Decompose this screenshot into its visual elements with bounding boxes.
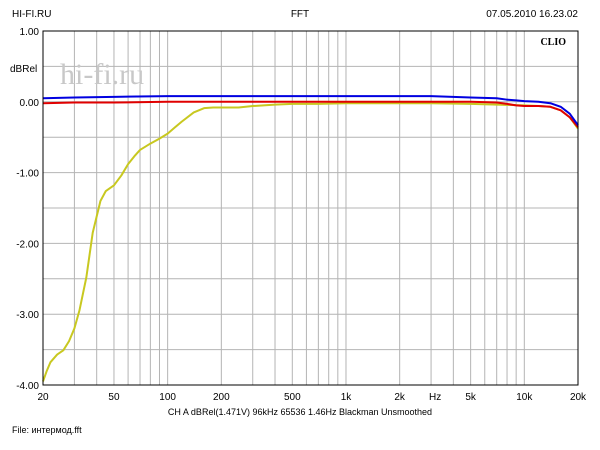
series-line-0: [42, 95, 579, 126]
y-axis-label: dBRel: [10, 64, 37, 75]
x-tick-label: 10k: [516, 392, 533, 403]
y-tick-labels: 1.00 0.00 -1.00 -2.00 -3.00 -4.00: [16, 27, 39, 392]
series-line-2: [42, 102, 579, 382]
plot-frame: [42, 30, 579, 386]
x-tick-label: 500: [284, 392, 301, 403]
y-tick-label: 0.00: [20, 98, 40, 109]
y-tick-label: -1.00: [16, 169, 39, 180]
header-left: HI-FI.RU: [12, 9, 52, 20]
series-line-1: [42, 100, 579, 128]
header-title: FFT: [290, 9, 310, 20]
x-tick-label: 50: [108, 392, 120, 403]
x-tick-label: 5k: [465, 392, 477, 403]
y-tick-label: -3.00: [16, 310, 39, 321]
y-tick-label: 1.00: [20, 27, 40, 38]
x-tick-label: 1k: [341, 392, 353, 403]
watermark-logo: hi-fi.ru: [60, 58, 144, 91]
file-name: File: интермод.fft: [12, 425, 82, 435]
x-tick-label: 20k: [570, 392, 587, 403]
y-tick-label: -2.00: [16, 239, 39, 250]
x-tick-label: 200: [213, 392, 230, 403]
x-tick-labels: 20 50 100 200 500 1k 2k 5k 10k 20k Hz: [37, 392, 587, 403]
y-tick-label: -4.00: [16, 381, 39, 392]
x-tick-label: 20: [37, 392, 49, 403]
measurement-settings: CH A dBRel(1.471V) 96kHz 65536 1.46Hz Bl…: [167, 407, 433, 417]
series-group: [42, 95, 579, 382]
x-axis-label: Hz: [429, 392, 441, 403]
x-tick-label: 2k: [394, 392, 406, 403]
clio-label: CLIO: [540, 37, 566, 48]
x-tick-label: 100: [159, 392, 176, 403]
header-timestamp: 07.05.2010 16.23.02: [486, 9, 578, 20]
